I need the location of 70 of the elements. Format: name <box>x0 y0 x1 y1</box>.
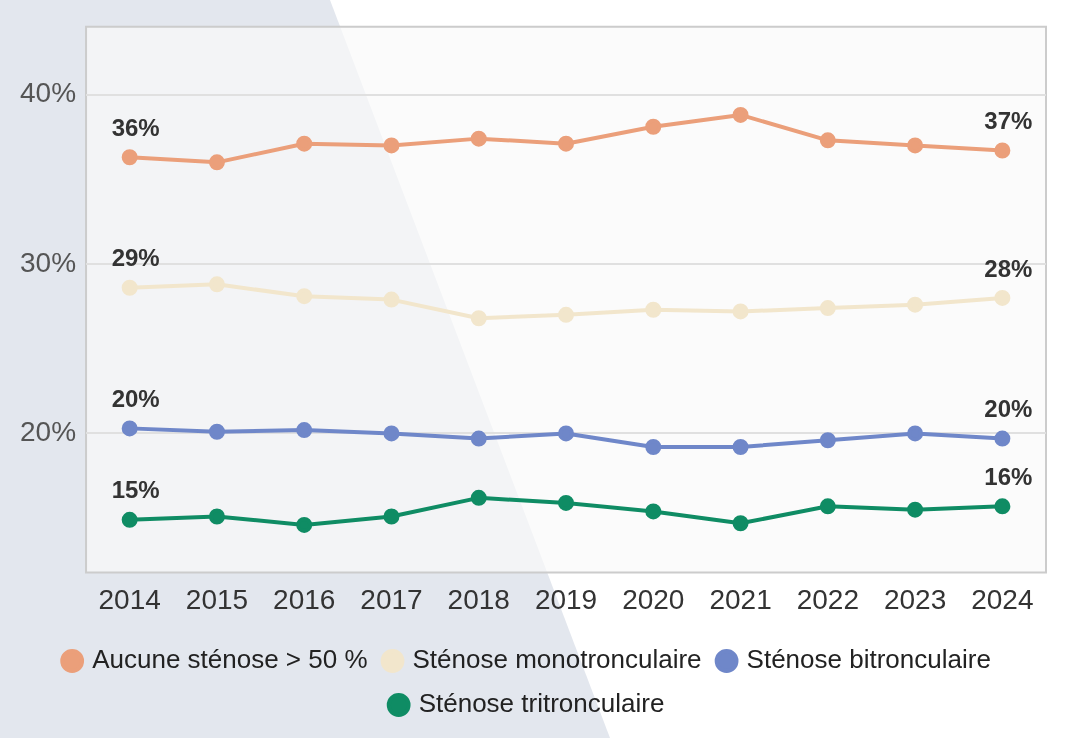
point <box>558 306 575 323</box>
point <box>470 489 487 506</box>
point <box>907 137 924 154</box>
point <box>819 498 836 515</box>
point <box>907 425 924 442</box>
point <box>121 149 138 166</box>
legend-label: Sténose tritronculaire <box>418 688 665 719</box>
point <box>819 300 836 317</box>
point <box>383 291 400 308</box>
point <box>121 420 138 437</box>
point <box>383 508 400 525</box>
x-tick-label: 2022 <box>796 583 859 615</box>
point <box>819 432 836 449</box>
point <box>645 301 662 318</box>
point <box>208 508 225 525</box>
point <box>470 130 487 147</box>
point <box>470 310 487 327</box>
point <box>208 423 225 440</box>
point <box>994 430 1011 447</box>
x-tick-label: 2014 <box>98 583 161 615</box>
point <box>645 118 662 135</box>
x-tick-label: 2020 <box>622 583 685 615</box>
point <box>383 137 400 154</box>
data-label: 36% <box>111 113 160 141</box>
data-label: 20% <box>111 385 160 412</box>
point <box>645 439 662 456</box>
point <box>732 303 749 320</box>
data-label: 28% <box>984 254 1033 282</box>
x-tick-label: 2017 <box>360 583 423 615</box>
data-label: 37% <box>984 107 1033 135</box>
point <box>208 154 225 171</box>
data-label: 16% <box>984 462 1033 490</box>
point <box>383 425 400 442</box>
point <box>645 503 662 520</box>
legend-label: Sténose bitronculaire <box>746 644 991 675</box>
point <box>296 288 313 305</box>
point <box>732 515 749 532</box>
x-tick-label: 2019 <box>534 583 598 615</box>
point <box>994 498 1011 515</box>
point <box>994 289 1011 306</box>
point <box>558 135 575 152</box>
point <box>732 439 749 456</box>
point <box>907 501 924 518</box>
data-label: 20% <box>984 395 1033 423</box>
point <box>208 276 225 293</box>
data-label: 15% <box>111 476 160 504</box>
point <box>819 132 836 149</box>
x-tick-label: 2018 <box>447 583 510 615</box>
x-tick-label: 2024 <box>971 583 1034 615</box>
point <box>558 494 575 511</box>
point <box>121 511 138 528</box>
legend-label: Aucune sténose > 50 % <box>92 644 368 675</box>
point <box>470 430 487 447</box>
x-tick-label: 2021 <box>709 583 772 615</box>
point <box>907 296 924 313</box>
point <box>296 135 313 152</box>
x-tick-label: 2023 <box>883 583 947 615</box>
x-tick-label: 2015 <box>185 583 249 615</box>
point <box>994 142 1011 159</box>
point <box>121 279 138 296</box>
data-label: 29% <box>111 244 160 272</box>
x-tick-label: 2016 <box>273 583 336 615</box>
point <box>296 422 313 439</box>
legend-label: Sténose monotronculaire <box>412 644 702 675</box>
point <box>558 425 575 442</box>
y-tick-label: 20% <box>19 416 77 448</box>
point <box>296 516 313 533</box>
point <box>732 106 749 123</box>
y-tick-label: 30% <box>19 246 77 278</box>
y-tick-label: 40% <box>19 77 77 109</box>
